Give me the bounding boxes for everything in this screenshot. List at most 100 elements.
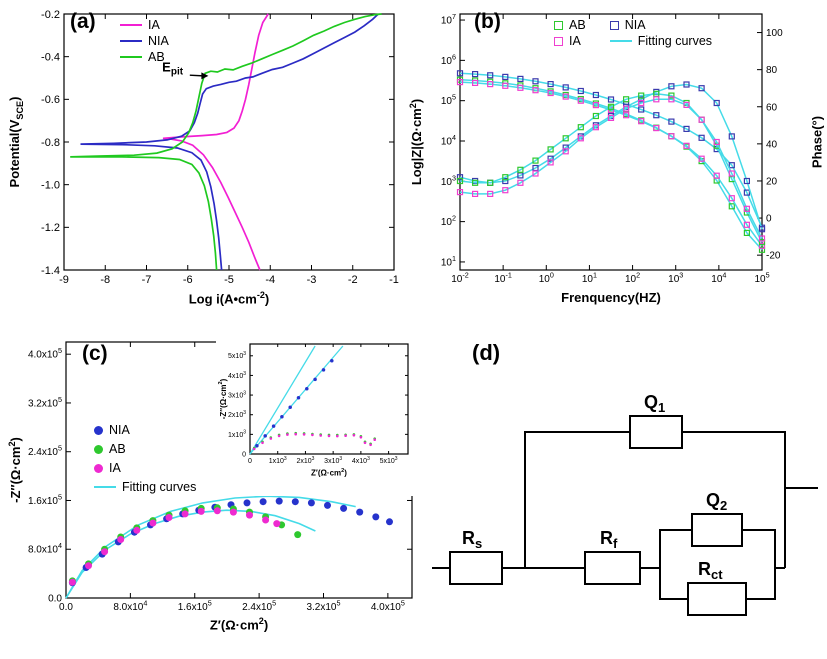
svg-text:1.6x105: 1.6x105 — [28, 492, 62, 507]
rct-box — [687, 582, 747, 616]
ab-dot-swatch — [94, 444, 103, 454]
legend-b-col2: NIA Fitting curves — [609, 16, 713, 50]
legend-item-ab: AB — [94, 442, 196, 456]
x-axis-label-a: Log i(A•cm-2) — [188, 290, 270, 307]
svg-text:4.0x105: 4.0x105 — [371, 599, 405, 614]
ia-dot-swatch — [94, 463, 103, 473]
legend-b: AB IA NIA Fitting curves — [554, 16, 712, 50]
svg-text:-0.8: -0.8 — [41, 137, 60, 149]
panel-label-d: (d) — [472, 340, 501, 365]
svg-text:101: 101 — [441, 254, 456, 269]
svg-text:3x103: 3x103 — [324, 456, 342, 465]
circuit-boxes — [449, 415, 747, 616]
q2-box — [691, 513, 743, 547]
svg-text:10-2: 10-2 — [451, 271, 469, 286]
svg-text:-7: -7 — [142, 274, 152, 286]
legend-label-ia: IA — [148, 18, 160, 32]
q2-label: Q2 — [706, 490, 727, 513]
inset-x-axis-label: Z′(Ω·cm2) — [311, 468, 347, 478]
svg-text:-0.4: -0.4 — [41, 52, 60, 64]
panel-label-c: (c) — [82, 342, 108, 365]
legend-item-ia: IA — [120, 18, 169, 32]
q1-label: Q1 — [644, 392, 665, 415]
svg-text:-4: -4 — [265, 274, 275, 286]
svg-text:0: 0 — [766, 214, 772, 225]
panel-a: -9 -8 -7 -6 -5 -4 -3 -2 -1 -1.4 -1.2 -1.0 -0.8 -0.6 -0… — [2, 2, 404, 330]
legend-label-ab: AB — [569, 18, 586, 32]
legend-item-nia: NIA — [120, 34, 169, 48]
svg-text:60: 60 — [766, 102, 778, 113]
legend-label-nia: NIA — [624, 18, 646, 32]
y-axis-label-b: Log|Z|(Ω·cm2) — [407, 98, 425, 186]
nia-square-swatch — [609, 20, 619, 30]
legend-item-nia: NIA — [609, 18, 712, 32]
rs-box — [449, 551, 503, 585]
legend-c: NIA AB IA Fitting curves — [94, 418, 196, 499]
svg-text:20: 20 — [766, 176, 778, 187]
inset-plot: 0 1x103 2x103 3x103 4x103 5x103 0 1x103 2x103 3x1… — [216, 336, 414, 496]
svg-text:-9: -9 — [59, 274, 69, 286]
svg-text:102: 102 — [441, 214, 456, 229]
nyquist-inset-chart: 0 1x103 2x103 3x103 4x103 5x103 0 1x103 2x103 3x1… — [228, 343, 409, 465]
svg-text:0: 0 — [242, 451, 246, 458]
outer-parallel-loop — [524, 431, 786, 568]
svg-text:0.0: 0.0 — [48, 594, 62, 605]
legend-item-fitting: Fitting curves — [94, 480, 196, 494]
fitting-line-swatch — [94, 486, 116, 488]
svg-text:0: 0 — [248, 458, 252, 465]
legend-item-nia: NIA — [94, 423, 196, 437]
inset-y-axis-label: -Z″(Ω·cm2) — [218, 378, 228, 420]
svg-text:2.4x105: 2.4x105 — [242, 599, 276, 614]
svg-text:-1: -1 — [389, 274, 399, 286]
svg-text:5x103: 5x103 — [380, 456, 398, 465]
equivalent-circuit: Rs Q1 Rf Q2 Rct — [432, 392, 818, 616]
svg-text:40: 40 — [766, 139, 778, 150]
svg-text:-0.2: -0.2 — [41, 9, 60, 21]
legend-b-col1: AB IA — [554, 16, 586, 50]
panel-b: 10-2 10-1 100 101 102 103 104 105 101 102 103 104 10… — [404, 2, 827, 330]
panel-d: (d) Rs Q1 Rf Q2 Rct — [420, 332, 827, 658]
legend-item-fitting: Fitting curves — [609, 34, 713, 48]
svg-text:100: 100 — [539, 271, 554, 286]
svg-text:10-1: 10-1 — [494, 271, 512, 286]
svg-text:104: 104 — [711, 271, 726, 286]
legend-label-ab: AB — [148, 50, 165, 64]
svg-text:-1.0: -1.0 — [41, 180, 60, 192]
svg-text:105: 105 — [754, 271, 769, 286]
svg-text:5x103: 5x103 — [228, 351, 246, 360]
ia-line-swatch — [120, 24, 142, 26]
legend-label-nia: NIA — [109, 423, 130, 437]
svg-text:101: 101 — [582, 271, 597, 286]
svg-text:104: 104 — [441, 133, 456, 148]
y-axis-label-a: Potential(VSCE) — [7, 96, 25, 188]
rs-label: Rs — [462, 528, 482, 551]
svg-text:3.2x105: 3.2x105 — [306, 599, 340, 614]
circuit-labels: Rs Q1 Rf Q2 Rct — [462, 392, 727, 582]
rct-label: Rct — [698, 559, 723, 582]
svg-text:1x103: 1x103 — [228, 430, 246, 439]
svg-text:3x103: 3x103 — [228, 390, 246, 399]
panel-label-b: (b) — [474, 10, 501, 33]
bode-chart: 10-2 10-1 100 101 102 103 104 105 101 102 103 104 10… — [441, 12, 783, 286]
legend-label-fitting: Fitting curves — [637, 34, 713, 48]
legend-item-ia: IA — [554, 34, 586, 48]
legend-item-ab: AB — [554, 18, 586, 32]
svg-text:-6: -6 — [183, 274, 193, 286]
svg-text:2.4x105: 2.4x105 — [28, 444, 62, 459]
svg-text:102: 102 — [625, 271, 640, 286]
svg-text:8.0x104: 8.0x104 — [113, 599, 147, 614]
svg-text:-8: -8 — [100, 274, 110, 286]
svg-text:-1.4: -1.4 — [41, 265, 60, 277]
polarization-chart: -9 -8 -7 -6 -5 -4 -3 -2 -1 -1.4 -1.2 -1.0 -0.8 -0.6 -0… — [41, 9, 399, 286]
svg-text:2x103: 2x103 — [296, 456, 314, 465]
legend-label-ab: AB — [109, 442, 126, 456]
svg-text:-5: -5 — [224, 274, 234, 286]
legend-item-ia: IA — [94, 461, 196, 475]
svg-text:-20: -20 — [766, 251, 781, 262]
legend-a: IA NIA AB — [120, 16, 169, 66]
svg-text:8.0x104: 8.0x104 — [28, 541, 62, 556]
legend-label-ia: IA — [569, 34, 581, 48]
inner-parallel-loop — [659, 529, 776, 600]
panel-c: 0.0 8.0x104 1.6x105 2.4x105 3.2x105 4.0x105 0.… — [2, 332, 420, 658]
y2-axis-label-b: Phase(°) — [809, 115, 825, 169]
